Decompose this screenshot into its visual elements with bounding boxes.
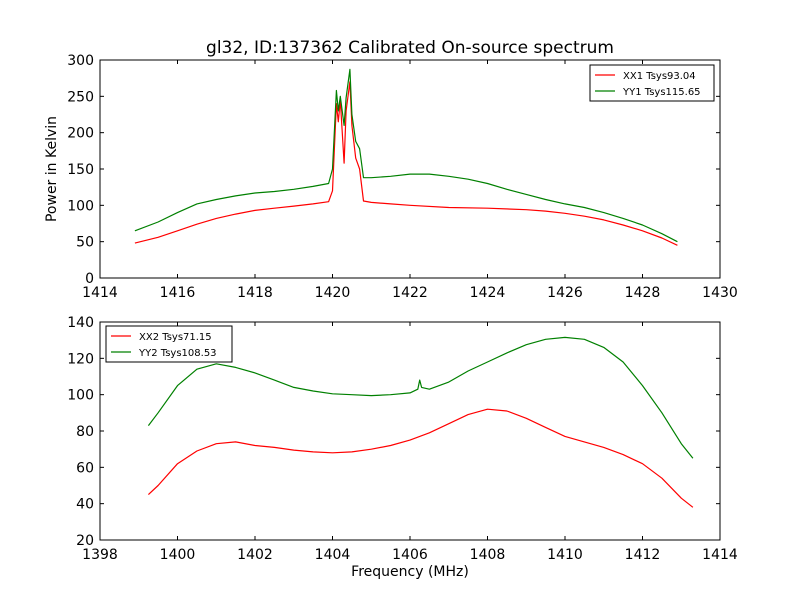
legend: XX2 Tsys71.15 YY2 Tsys108.53 (105, 325, 233, 363)
x-tick-label: 1426 (547, 285, 583, 301)
x-tick-label: 1398 (82, 547, 118, 563)
legend-label-1: XX1 Tsys93.04 (623, 71, 696, 82)
x-tick-label: 1406 (392, 547, 428, 563)
y-tick-label: 250 (67, 89, 94, 105)
x-tick-label: 1412 (625, 547, 661, 563)
y-tick-label: 0 (85, 271, 94, 287)
series-line-2 (134, 68, 678, 243)
x-tick-label: 1400 (160, 547, 196, 563)
y-tick-label: 60 (76, 460, 94, 476)
x-tick-label: 1430 (702, 285, 738, 301)
y-tick-label: 100 (67, 198, 94, 214)
x-tick-label: 1416 (160, 285, 196, 301)
y-tick-label: 100 (67, 388, 94, 404)
x-tick-label: 1402 (237, 547, 273, 563)
series-line-1 (147, 408, 694, 508)
legend-label-2: YY1 Tsys115.65 (622, 87, 701, 98)
y-tick-label: 150 (67, 162, 94, 178)
legend-box (105, 325, 233, 363)
y-tick-label: 300 (67, 53, 94, 69)
legend-label-2: YY2 Tsys108.53 (138, 348, 217, 359)
legend: XX1 Tsys93.04 YY1 Tsys115.65 (589, 64, 715, 102)
y-tick-label: 80 (76, 424, 94, 440)
chart-bottom: 1398 1400 1402 1404 1406 1408 1410 1412 1414 20 40… (67, 315, 738, 580)
x-tick-label: 1414 (82, 285, 118, 301)
x-tick-label: 1420 (315, 285, 351, 301)
y-axis-label: Power in Kelvin (44, 116, 60, 222)
legend-label-1: XX2 Tsys71.15 (139, 332, 212, 343)
y-tick-label: 200 (67, 126, 94, 142)
y-tick-label: 140 (67, 315, 94, 331)
x-tick-label: 1414 (702, 547, 738, 563)
x-tick-label: 1418 (237, 285, 273, 301)
legend-box (589, 64, 715, 102)
x-tick-label: 1408 (470, 547, 506, 563)
chart-title: gl32, ID:137362 Calibrated On-source spe… (206, 38, 614, 58)
x-tick-label: 1428 (625, 285, 661, 301)
y-tick-label: 40 (76, 497, 94, 513)
x-tick-label: 1424 (470, 285, 506, 301)
series-line-2 (147, 336, 694, 459)
x-tick-label: 1404 (315, 547, 351, 563)
y-tick-label: 120 (67, 351, 94, 367)
x-tick-label: 1422 (392, 285, 428, 301)
y-tick-label: 20 (76, 533, 94, 549)
y-tick-label: 50 (76, 235, 94, 251)
x-axis-label: Frequency (MHz) (351, 564, 469, 580)
chart-top: 1414 1416 1418 1420 1422 1424 1426 1428 1430 0 50 1… (44, 38, 738, 301)
x-tick-label: 1410 (547, 547, 583, 563)
